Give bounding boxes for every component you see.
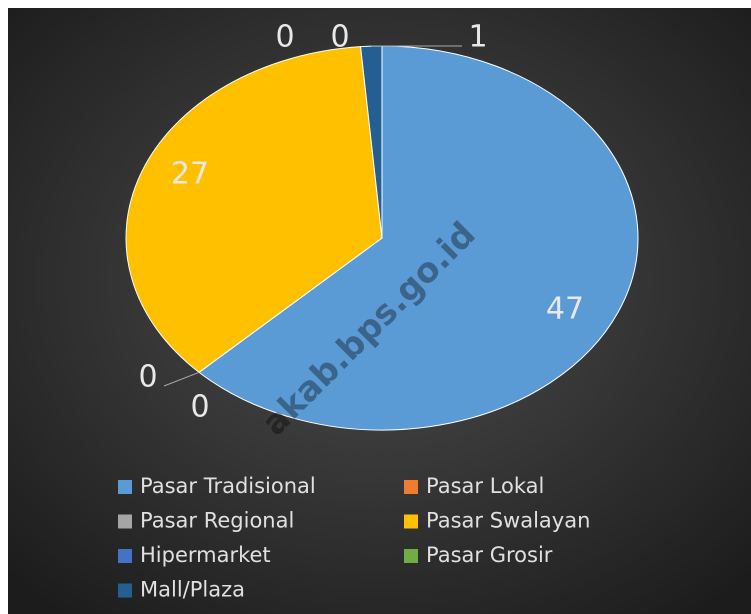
data-label: 0 bbox=[275, 20, 294, 55]
legend-swatch bbox=[118, 480, 132, 494]
legend-label: Mall/Plaza bbox=[140, 578, 245, 602]
legend-swatch bbox=[118, 549, 132, 563]
legend-swatch bbox=[118, 514, 132, 529]
pie-slice bbox=[125, 46, 383, 373]
data-label: 0 bbox=[330, 20, 349, 55]
legend-label: Pasar Tradisional bbox=[140, 474, 316, 498]
data-label: 1 bbox=[468, 20, 487, 55]
data-label: 47 bbox=[546, 292, 584, 327]
legend-swatch bbox=[118, 583, 132, 598]
legend-swatch bbox=[404, 549, 418, 563]
legend-label: Pasar Lokal bbox=[426, 474, 544, 498]
legend-swatch bbox=[404, 514, 418, 529]
legend-label: Pasar Grosir bbox=[426, 543, 553, 567]
leader-line bbox=[163, 371, 200, 387]
legend-label: Hipermarket bbox=[140, 543, 271, 567]
data-label: 27 bbox=[171, 157, 209, 192]
legend-label: Pasar Regional bbox=[140, 509, 294, 533]
legend-swatch bbox=[404, 480, 418, 494]
legend-label: Pasar Swalayan bbox=[426, 509, 590, 533]
pie-slice bbox=[198, 45, 639, 431]
data-label: 0 bbox=[138, 360, 157, 395]
pie bbox=[125, 45, 639, 431]
data-label: 0 bbox=[190, 390, 209, 425]
legend: Pasar Tradisional Pasar Lokal Pasar Region… bbox=[118, 474, 590, 602]
